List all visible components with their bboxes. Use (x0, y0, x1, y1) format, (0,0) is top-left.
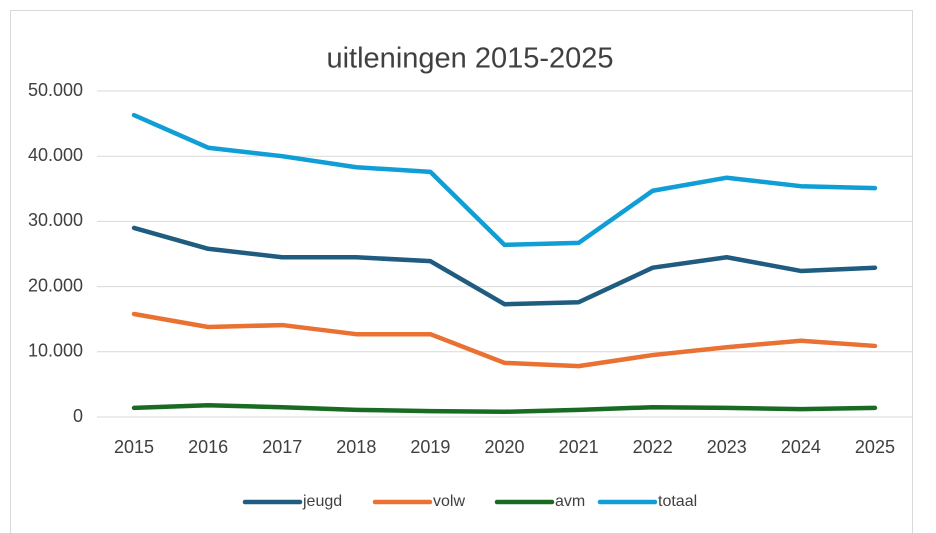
y-tick-label: 0 (73, 406, 83, 426)
y-tick-label: 30.000 (28, 210, 83, 230)
x-tick-label: 2025 (855, 437, 895, 457)
series-line (131, 403, 878, 415)
x-tick-label: 2024 (781, 437, 821, 457)
x-tick-label: 2015 (114, 437, 154, 457)
x-tick-label: 2018 (336, 437, 376, 457)
y-tick-label: 40.000 (28, 145, 83, 165)
x-tick-label: 2017 (262, 437, 302, 457)
series-line (131, 311, 878, 369)
x-tick-label: 2022 (633, 437, 673, 457)
series-line (131, 112, 878, 248)
legend-label: avm (555, 493, 585, 510)
x-tick-label: 2023 (707, 437, 747, 457)
legend-label: volw (433, 493, 465, 510)
x-tick-label: 2019 (410, 437, 450, 457)
y-tick-label: 20.000 (28, 275, 83, 295)
chart-title: uitleningen 2015-2025 (326, 43, 613, 75)
legend-label: totaal (658, 493, 697, 510)
chart-border (10, 10, 913, 533)
series-line (131, 225, 878, 307)
x-tick-label: 2016 (188, 437, 228, 457)
x-tick-label: 2021 (559, 437, 599, 457)
y-tick-label: 10.000 (28, 341, 83, 361)
x-tick-label: 2020 (484, 437, 524, 457)
legend-label: jeugd (302, 493, 342, 510)
y-tick-label: 50.000 (28, 80, 83, 100)
